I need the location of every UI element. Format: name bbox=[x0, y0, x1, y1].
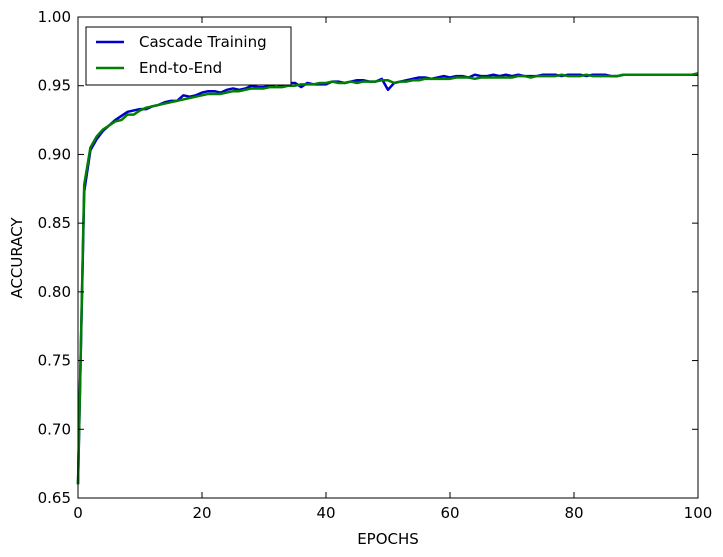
y-tick-label: 0.75 bbox=[38, 352, 71, 370]
y-tick-label: 0.95 bbox=[38, 77, 71, 95]
legend: Cascade Training End-to-End bbox=[85, 26, 292, 86]
tick-labels-layer: 0 20 40 60 80 100 0.65 0.70 0.75 0.80 0.85 0.90 0.95… bbox=[38, 8, 713, 522]
ticks-layer bbox=[77, 16, 699, 499]
x-tick-label: 20 bbox=[192, 504, 211, 522]
x-tick-label: 60 bbox=[440, 504, 459, 522]
y-axis-title: ACCURACY bbox=[8, 217, 26, 299]
x-tick-label: 40 bbox=[316, 504, 335, 522]
x-tick-label: 100 bbox=[684, 504, 713, 522]
y-tick-label: 0.70 bbox=[38, 420, 71, 438]
series-layer bbox=[76, 72, 699, 485]
legend-label-cascade-training: Cascade Training bbox=[139, 33, 267, 51]
series-line-end-to-end bbox=[76, 72, 699, 485]
legend-label-end-to-end: End-to-End bbox=[139, 59, 222, 77]
y-tick-label: 0.65 bbox=[38, 489, 71, 507]
plot-area-frame bbox=[77, 16, 699, 499]
series-line-cascade-training bbox=[76, 73, 698, 485]
legend-box bbox=[85, 26, 292, 86]
y-tick-label: 1.00 bbox=[38, 8, 71, 26]
x-tick-label: 80 bbox=[564, 504, 583, 522]
y-tick-label: 0.90 bbox=[38, 145, 71, 163]
y-tick-label: 0.80 bbox=[38, 283, 71, 301]
x-axis-title: EPOCHS bbox=[357, 530, 419, 548]
x-tick-label: 0 bbox=[73, 504, 83, 522]
y-tick-label: 0.85 bbox=[38, 214, 71, 232]
